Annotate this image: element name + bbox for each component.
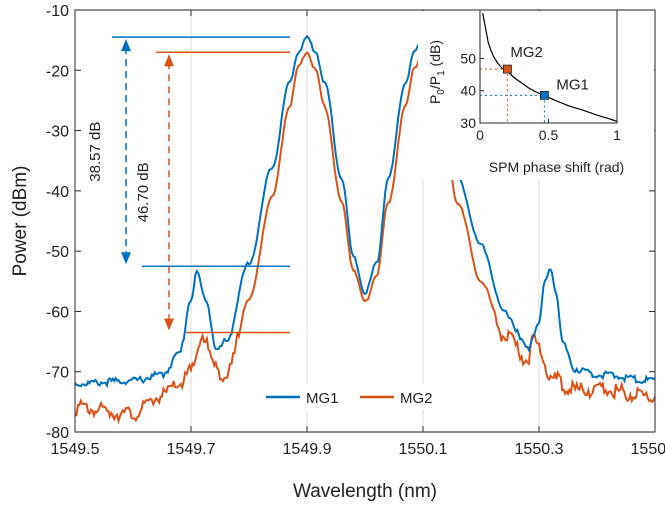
y-tick-label: -20 — [46, 63, 69, 80]
inset-ylabel-unit: (dB) — [427, 40, 443, 70]
gap-annotations: 38.57 dB 46.70 dB — [87, 36, 290, 334]
gap-arrow-head-down — [164, 318, 174, 331]
inset-x-tick-label: 0 — [476, 127, 484, 143]
y-axis-label: Power (dBm) — [10, 166, 31, 277]
inset-x-tick-label: 1 — [613, 127, 621, 143]
y-tick-label: -60 — [46, 304, 69, 321]
x-tick-label: 1549.5 — [51, 441, 100, 458]
inset-y-axis-label: P0/P1 (dB) — [427, 40, 447, 104]
legend-label-mg1: MG1 — [306, 390, 339, 407]
inset-markers — [502, 64, 549, 100]
inset-ylabel-slash: /P — [427, 76, 443, 89]
series-line-mg2 — [74, 49, 656, 425]
legend-label-mg2: MG2 — [400, 390, 433, 407]
gap-arrow-head-down — [121, 252, 131, 265]
main-series — [74, 34, 656, 425]
series-line-mg1 — [74, 34, 656, 389]
inset-ylabel-p: P — [427, 95, 443, 104]
y-tick-label: -40 — [46, 184, 69, 201]
x-tick-label: 1549.7 — [167, 441, 216, 458]
inset-y-tick-label: 40 — [460, 83, 476, 99]
y-tick-label: -80 — [46, 425, 69, 442]
inset-chart: MG2 MG1 0 0.5 1 30 40 50 SPM phase shift (rad… — [418, 9, 654, 180]
x-tick-label: 1549.9 — [283, 441, 332, 458]
x-tick-label: 1550.1 — [399, 441, 448, 458]
main-ticks: 1549.5 1549.7 1549.9 1550.1 1550.3 1550.5 -80 -… — [46, 3, 665, 458]
annotation-mg1-gap: 38.57 dB — [87, 122, 104, 182]
inset-x-axis-label: SPM phase shift (rad) — [489, 159, 624, 175]
inset-guides — [480, 68, 545, 123]
x-tick-label: 1550.3 — [515, 441, 564, 458]
legend: MG1 MG2 — [262, 384, 458, 410]
inset-curve — [482, 13, 618, 122]
y-tick-label: -10 — [46, 3, 69, 20]
x-axis-label: Wavelength (nm) — [293, 481, 437, 502]
y-tick-label: -30 — [46, 124, 69, 141]
inset-y-tick-label: 50 — [460, 50, 476, 66]
gap-arrow-head-up — [164, 54, 174, 67]
inset-ticks: 0 0.5 1 30 40 50 — [460, 50, 621, 143]
main-chart: 38.57 dB 46.70 dB 1549.5 1549.7 1549.9 1550… — [10, 3, 665, 502]
inset-ylabel-sub0: 0 — [436, 89, 447, 95]
inset-x-tick-label: 0.5 — [539, 127, 559, 143]
main-plot-frame — [74, 9, 656, 433]
y-tick-label: -50 — [46, 244, 69, 261]
inset-marker-mg2 — [502, 64, 512, 74]
inset-ylabel-sub1: 1 — [436, 70, 447, 76]
inset-y-tick-label: 30 — [460, 115, 476, 131]
annotation-mg2-gap: 46.70 dB — [135, 162, 152, 222]
x-tick-label: 1550.5 — [631, 441, 665, 458]
gap-arrow-head-up — [121, 39, 131, 52]
inset-curve-line — [482, 13, 618, 122]
y-tick-label: -70 — [46, 365, 69, 382]
inset-point-label-mg2: MG2 — [510, 44, 543, 61]
inset-point-label-mg1: MG1 — [556, 76, 589, 93]
inset-marker-mg1 — [539, 90, 549, 100]
